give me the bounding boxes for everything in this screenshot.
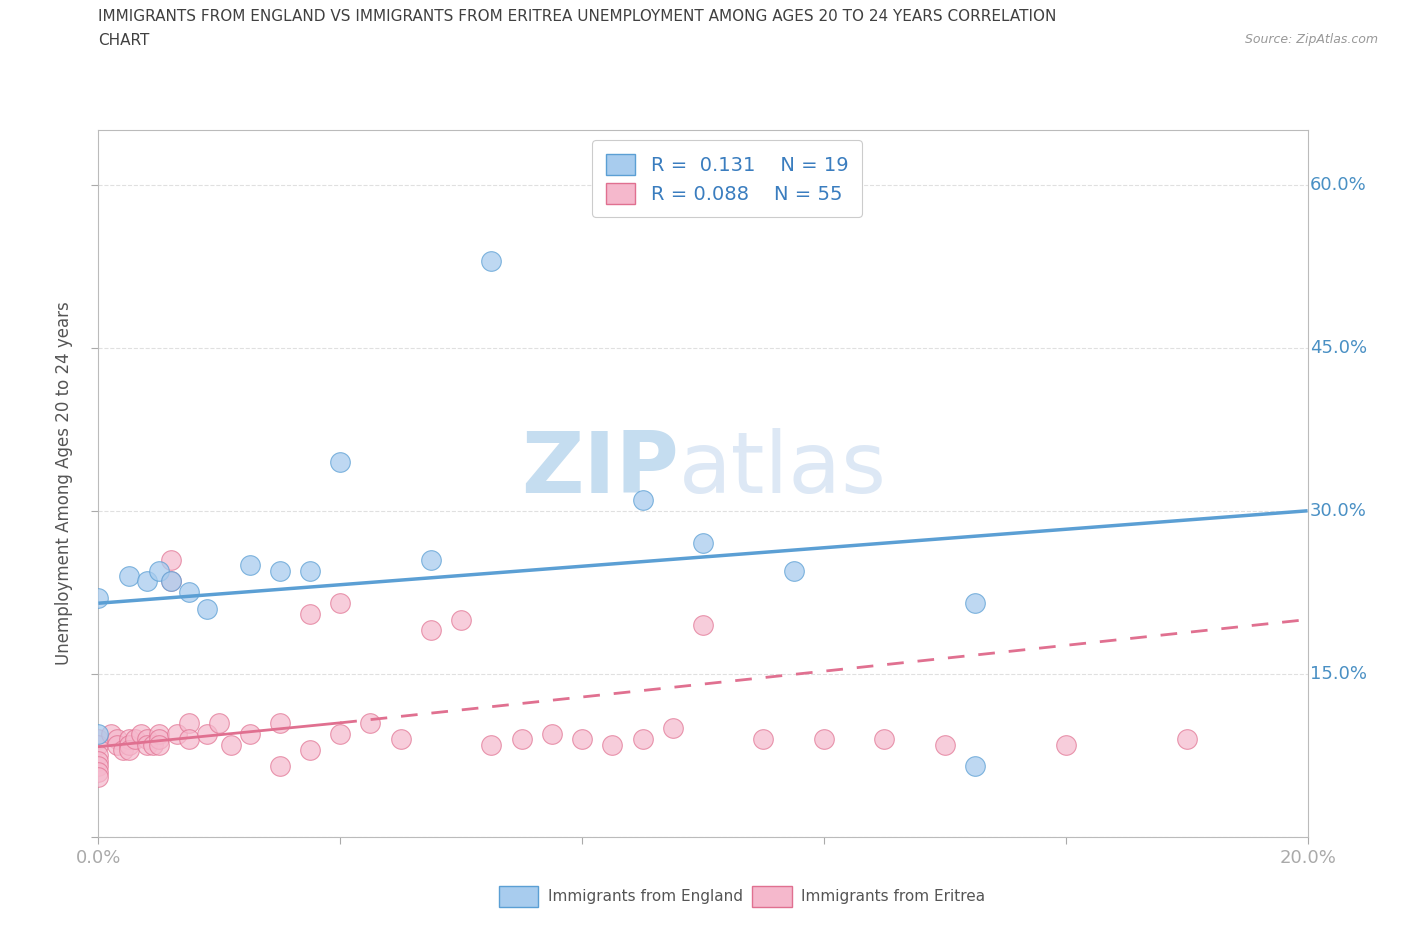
Point <box>631 493 654 508</box>
Text: 30.0%: 30.0% <box>1310 502 1367 520</box>
Text: ZIP: ZIP <box>522 428 679 511</box>
Point <box>813 732 835 747</box>
Point <box>208 715 231 730</box>
Point <box>135 732 157 747</box>
Point <box>360 715 382 730</box>
Point <box>299 742 322 757</box>
Text: atlas: atlas <box>679 428 887 511</box>
Point <box>571 732 593 747</box>
Point <box>602 737 624 752</box>
Point <box>177 732 201 747</box>
Point <box>87 748 110 763</box>
Point <box>481 737 503 752</box>
Point <box>389 732 412 747</box>
Point <box>129 726 152 741</box>
Point <box>160 552 183 567</box>
Point <box>1054 737 1077 752</box>
Legend: R =  0.131    N = 19, R = 0.088    N = 55: R = 0.131 N = 19, R = 0.088 N = 55 <box>592 140 862 218</box>
Point <box>269 564 291 578</box>
Point <box>124 732 146 747</box>
Point <box>299 564 322 578</box>
Point <box>782 564 804 578</box>
Point <box>934 737 956 752</box>
Point <box>160 574 183 589</box>
Point <box>510 732 533 747</box>
Text: 45.0%: 45.0% <box>1310 339 1367 357</box>
Point <box>329 455 352 470</box>
Point <box>148 737 170 752</box>
Point <box>661 721 683 736</box>
Point <box>142 737 165 752</box>
Point <box>118 568 141 583</box>
Y-axis label: Unemployment Among Ages 20 to 24 years: Unemployment Among Ages 20 to 24 years <box>55 301 73 666</box>
Point <box>135 737 157 752</box>
Point <box>965 596 987 611</box>
Point <box>87 726 110 741</box>
Point <box>692 536 714 551</box>
Point <box>177 715 201 730</box>
Point <box>177 585 201 600</box>
Point <box>329 726 352 741</box>
Point <box>118 742 141 757</box>
Point <box>87 732 110 747</box>
Point <box>87 753 110 768</box>
Point <box>195 601 218 616</box>
Point <box>87 737 110 752</box>
Point <box>419 623 441 638</box>
Point <box>965 759 987 774</box>
Point <box>195 726 218 741</box>
Point <box>540 726 562 741</box>
Point <box>299 606 322 621</box>
Point <box>692 618 714 632</box>
Point <box>481 253 503 268</box>
Text: IMMIGRANTS FROM ENGLAND VS IMMIGRANTS FROM ERITREA UNEMPLOYMENT AMONG AGES 20 TO: IMMIGRANTS FROM ENGLAND VS IMMIGRANTS FR… <box>98 9 1057 24</box>
Point <box>269 715 291 730</box>
Point <box>87 591 110 605</box>
Point <box>135 574 157 589</box>
Point <box>105 732 128 747</box>
Text: CHART: CHART <box>98 33 150 47</box>
Point <box>239 726 262 741</box>
Point <box>105 737 128 752</box>
Point <box>269 759 291 774</box>
Point <box>329 596 352 611</box>
Point <box>873 732 896 747</box>
Text: 15.0%: 15.0% <box>1310 665 1367 683</box>
Text: Immigrants from England: Immigrants from England <box>548 889 744 904</box>
Point <box>450 612 472 627</box>
Point <box>111 742 134 757</box>
Point <box>87 770 110 785</box>
Point <box>166 726 188 741</box>
Point <box>160 574 183 589</box>
Point <box>752 732 775 747</box>
Point <box>100 726 122 741</box>
Point <box>221 737 243 752</box>
Point <box>87 759 110 774</box>
Point <box>148 726 170 741</box>
Text: 60.0%: 60.0% <box>1310 176 1367 193</box>
Point <box>148 732 170 747</box>
Text: Immigrants from Eritrea: Immigrants from Eritrea <box>801 889 986 904</box>
Point <box>148 564 170 578</box>
Point <box>419 552 441 567</box>
Point <box>1175 732 1198 747</box>
Point <box>118 737 141 752</box>
Text: Source: ZipAtlas.com: Source: ZipAtlas.com <box>1244 33 1378 46</box>
Point <box>239 558 262 573</box>
Point <box>87 764 110 779</box>
Point <box>631 732 654 747</box>
Point <box>118 732 141 747</box>
